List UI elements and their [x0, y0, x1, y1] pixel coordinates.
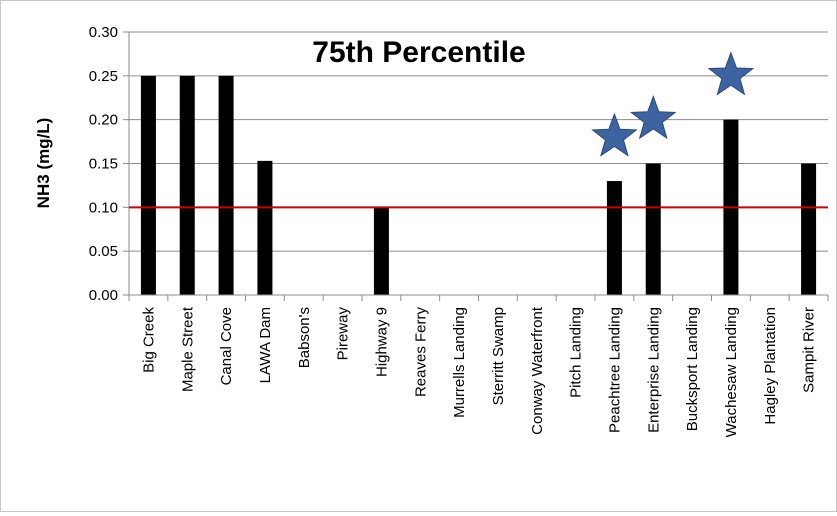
y-tick-label: 0.15	[89, 156, 118, 173]
category-label: Peachtree Landing	[606, 307, 623, 433]
bar	[645, 163, 661, 295]
category-label: Maple Street	[179, 306, 196, 392]
y-tick-label: 0.30	[89, 24, 118, 41]
y-axis-title: NH3 (mg/L)	[34, 118, 53, 209]
category-label: Big Creek	[140, 307, 157, 373]
star-marker	[591, 112, 638, 157]
y-tick-labels: 0.00 0.05 0.10 0.15 0.20 0.25 0.30	[89, 24, 118, 304]
y-tick-label: 0.10	[89, 199, 118, 216]
category-label: Sterritt Swamp	[490, 307, 507, 405]
category-label: Babson's	[296, 307, 313, 368]
category-labels: Big Creek Maple Street Canal Cove LAWA Dam B…	[140, 306, 817, 437]
axes	[123, 31, 829, 301]
category-label: Canal Cove	[218, 307, 235, 385]
bar	[801, 163, 817, 295]
y-tick-label: 0.20	[89, 112, 118, 129]
y-tick-label: 0.25	[89, 68, 118, 85]
chart-title: 75th Percentile	[312, 36, 525, 69]
bar	[606, 181, 622, 295]
bars	[140, 75, 817, 296]
category-label: Reaves Ferry	[412, 307, 429, 398]
bar	[140, 75, 156, 295]
bar	[218, 75, 234, 295]
y-tick-label: 0.00	[89, 287, 118, 304]
category-label: Hagley Plantation	[762, 307, 779, 425]
bar	[373, 207, 389, 295]
category-label: Pireway	[335, 307, 352, 361]
category-label: Pitch Landing	[568, 307, 585, 398]
bar	[257, 160, 273, 295]
category-label: Enterprise Landing	[645, 307, 662, 433]
category-label: LAWA Dam	[257, 307, 274, 383]
bar	[179, 75, 195, 295]
category-label: Bucksport Landing	[684, 307, 701, 431]
star-marker	[630, 95, 677, 140]
category-label: Wachesaw Landing	[723, 307, 740, 437]
category-label: Murrells Landing	[451, 307, 468, 418]
star-marker	[707, 51, 755, 96]
star-markers	[591, 51, 755, 157]
category-label: Conway Waterfront	[529, 306, 546, 435]
category-label: Highway 9	[373, 307, 390, 377]
y-tick-label: 0.05	[89, 243, 118, 260]
category-label: Sampit River	[801, 307, 818, 393]
